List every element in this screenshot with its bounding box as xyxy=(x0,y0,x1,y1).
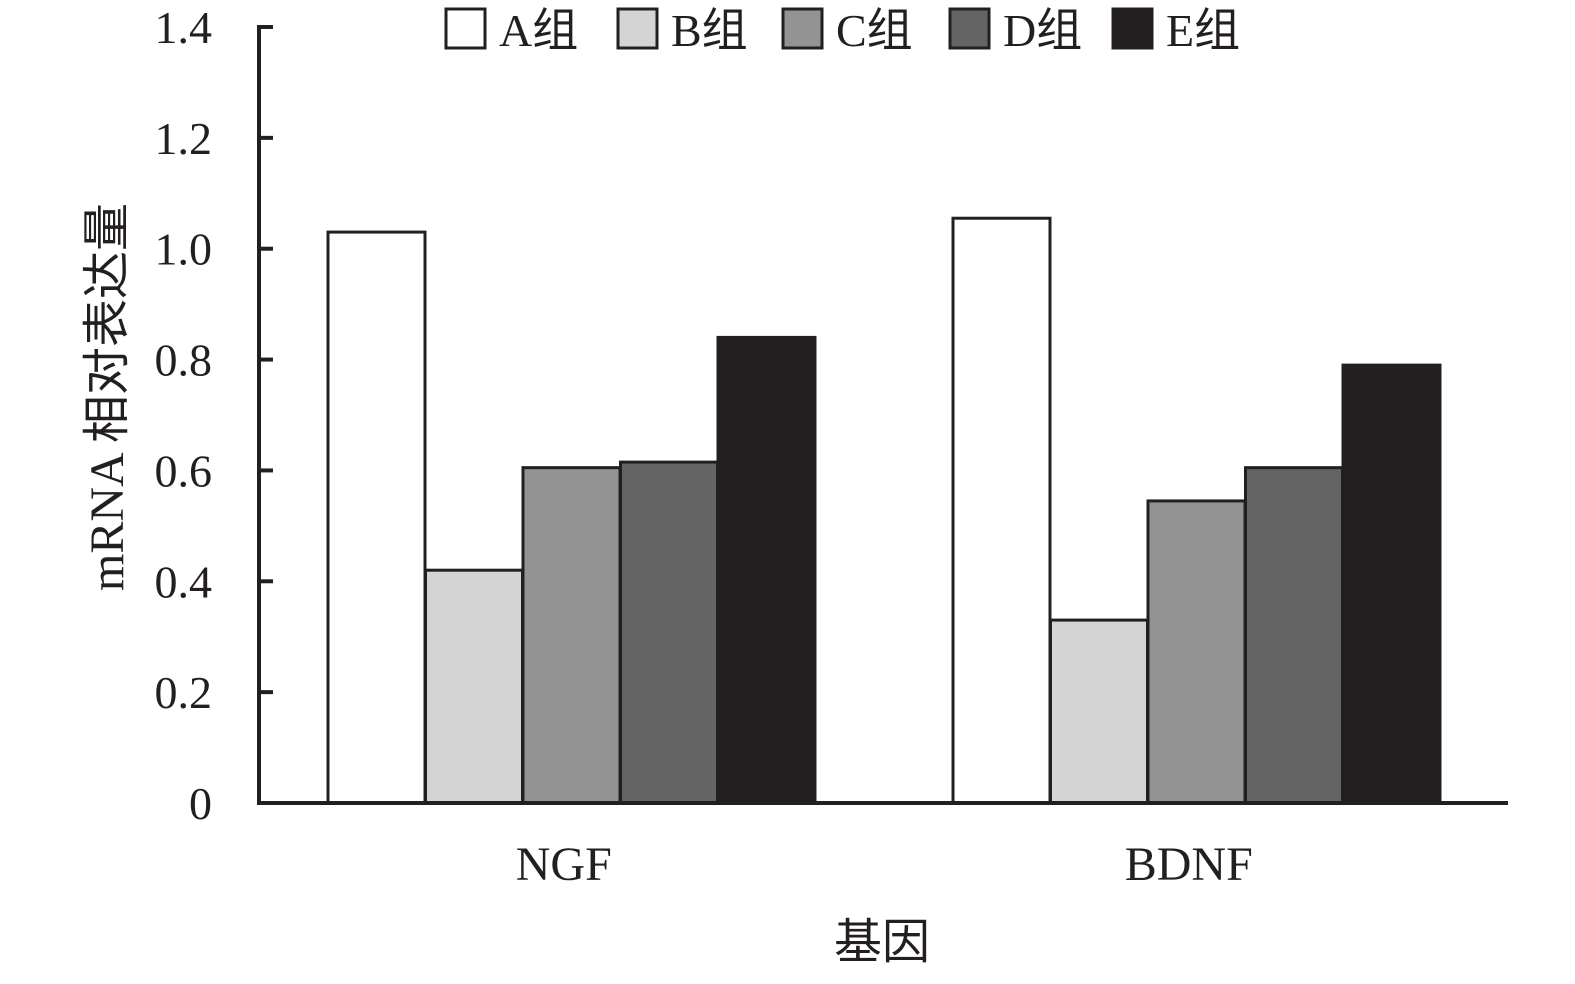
y-tick-label: 1.0 xyxy=(155,224,213,275)
y-ticks: 0 0.2 0.4 0.6 0.8 1.0 1.2 1.4 xyxy=(155,2,273,829)
legend-swatch xyxy=(781,7,824,50)
bar-bdnf-2 xyxy=(1049,618,1149,805)
axes-layer xyxy=(257,25,1508,805)
legend-swatch xyxy=(1111,7,1154,50)
y-axis-title: mRNA 相对表达量 xyxy=(81,203,134,591)
y-tick-label: 0.8 xyxy=(155,335,213,386)
x-category-label: NGF xyxy=(516,838,612,891)
bar-bdnf-4 xyxy=(1244,466,1344,805)
y-tick-label: 0 xyxy=(189,778,212,829)
legend-swatch xyxy=(948,7,991,50)
bar-bdnf-1 xyxy=(951,216,1052,805)
legend: A组 B组 C组 D组 E组 xyxy=(444,5,1240,56)
bar-ngf-3 xyxy=(521,466,622,805)
legend-swatch xyxy=(616,7,659,50)
legend-label: B组 xyxy=(671,5,748,56)
y-tick-label: 0.6 xyxy=(155,445,213,496)
bar-bdnf-3 xyxy=(1146,499,1247,805)
bar-ngf-5 xyxy=(716,335,817,805)
y-tick-label: 0.4 xyxy=(155,556,213,607)
y-tick-label: 1.2 xyxy=(155,113,213,164)
legend-label: C组 xyxy=(836,5,913,56)
bar-ngf-1 xyxy=(326,230,427,805)
bar-ngf-4 xyxy=(619,460,719,805)
bar-bdnf-5 xyxy=(1341,363,1442,805)
legend-label: A组 xyxy=(499,5,578,56)
bar-ngf-2 xyxy=(424,568,524,805)
x-category-label: BDNF xyxy=(1125,838,1253,891)
y-tick-label: 1.4 xyxy=(155,2,213,53)
legend-label: E组 xyxy=(1166,5,1240,56)
x-category-labels: NGF BDNF xyxy=(516,838,1253,891)
x-axis-title: 基因 xyxy=(834,916,930,969)
bars-layer xyxy=(326,216,1442,805)
legend-swatch xyxy=(444,7,487,50)
legend-label: D组 xyxy=(1003,5,1082,56)
y-tick-label: 0.2 xyxy=(155,667,213,718)
